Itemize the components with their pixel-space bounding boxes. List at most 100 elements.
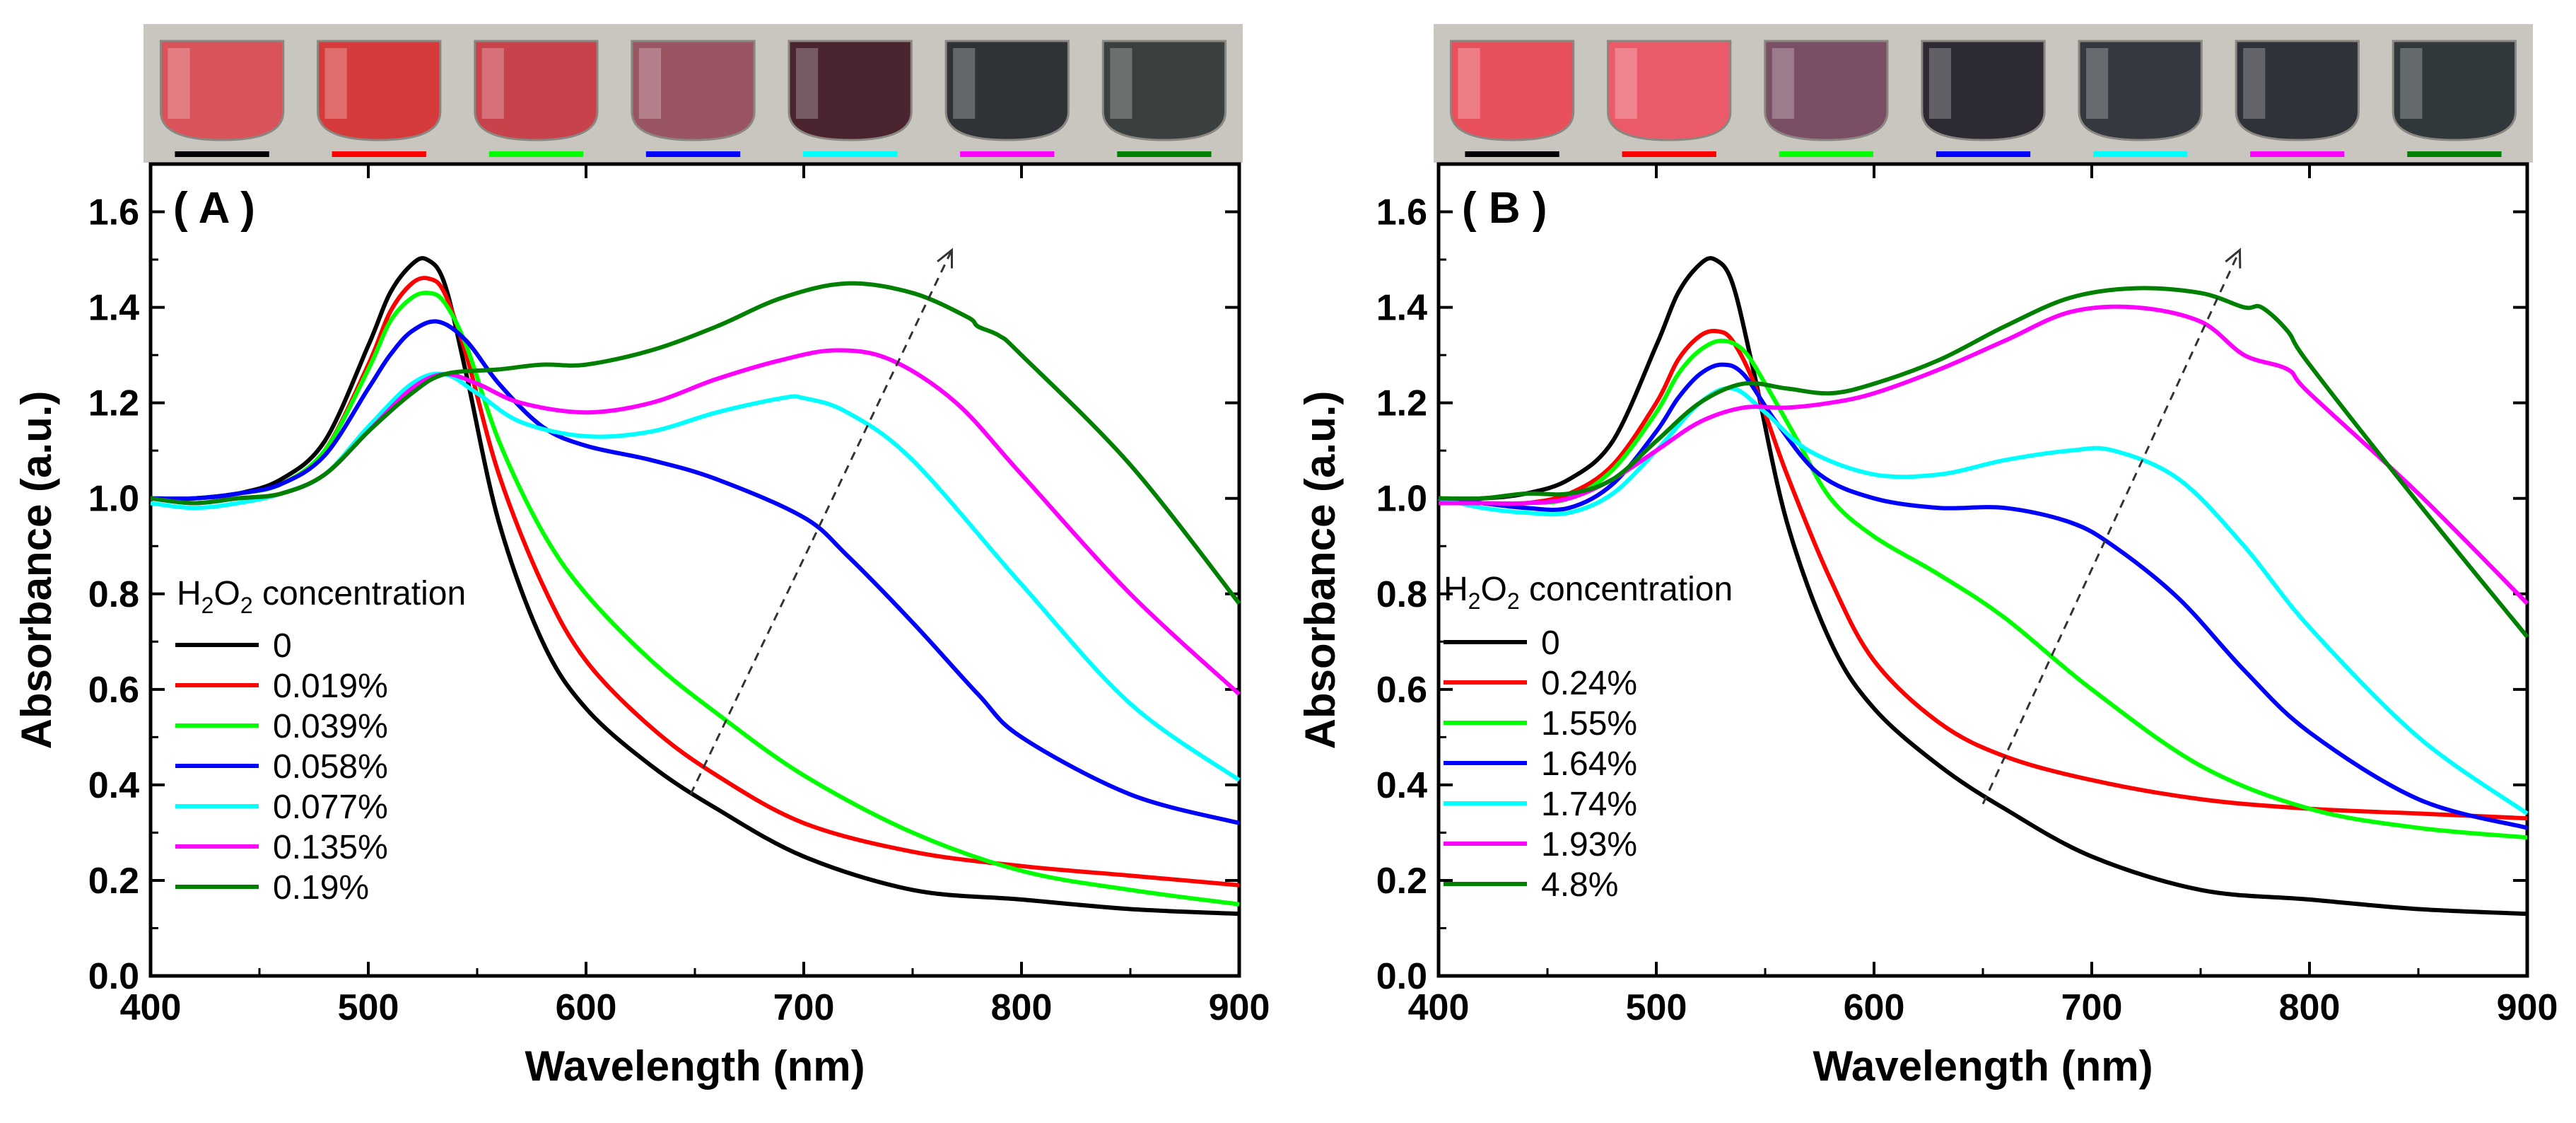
vial-highlight — [796, 48, 819, 119]
y-tick-label: 0.8 — [88, 574, 139, 615]
vial — [2078, 40, 2203, 141]
legend-label: 0.039% — [273, 708, 388, 745]
x-tick-label: 900 — [2497, 987, 2558, 1028]
series-line — [150, 256, 1240, 917]
x-tick-label: 800 — [2279, 987, 2341, 1028]
y-tick-label: 1.4 — [1376, 288, 1427, 329]
series-line — [1438, 362, 2528, 830]
vial-strip-a — [144, 24, 1243, 163]
ticks-a: 400 500 600 700 800 900 0.0 0.2 0.4 0.6 0.8 1.0 1.2 1… — [88, 163, 1270, 1028]
legend-label: 1.74% — [1541, 786, 1637, 823]
series-lines-a — [150, 256, 1241, 917]
vial — [631, 40, 756, 141]
vial-highlight — [1615, 48, 1637, 119]
vial-highlight — [638, 48, 662, 119]
legend-label: 1.55% — [1541, 705, 1637, 743]
y-tick-label: 0.4 — [88, 765, 139, 806]
series-line — [1438, 286, 2529, 639]
series-line — [150, 319, 1240, 825]
vial — [2235, 40, 2360, 141]
vial — [2391, 40, 2517, 141]
legend-label: 0 — [1541, 624, 1560, 662]
y-tick-label: 0.0 — [88, 956, 139, 997]
y-tick-label: 1.6 — [88, 192, 139, 233]
vial-highlight — [1458, 48, 1480, 119]
x-tick-label: 700 — [773, 987, 835, 1028]
y-tick-label: 0.4 — [1376, 765, 1427, 806]
x-tick-label: 900 — [1209, 987, 1270, 1028]
vial-highlight — [2086, 48, 2109, 119]
y-tick-label: 1.4 — [88, 288, 139, 329]
x-tick-label: 500 — [1626, 987, 1687, 1028]
y-tick-label: 0.0 — [1376, 956, 1427, 997]
panel-label-a: ( A ) — [173, 184, 255, 233]
vial — [1449, 40, 1575, 141]
x-tick-label: 400 — [1408, 987, 1470, 1028]
legend-title-a: H2O2 concentration — [177, 575, 466, 618]
panel-a: 400 500 600 700 800 900 0.0 0.2 0.4 0.6 0.8 1.0 1.2 1… — [13, 24, 1270, 1090]
legend-label: 0.019% — [273, 668, 388, 705]
x-tick-label: 800 — [991, 987, 1053, 1028]
vial — [159, 40, 285, 141]
panel-b: 400 500 600 700 800 900 0.0 0.2 0.4 0.6 0.8 1.0 1.2 1… — [1296, 24, 2558, 1090]
legend-label: 0 — [273, 627, 292, 665]
vial — [944, 40, 1070, 141]
vial — [1607, 40, 1732, 141]
vial-highlight — [1110, 48, 1132, 119]
series-line — [1438, 386, 2529, 815]
legend-b: 00.24%1.55%1.64%1.74%1.93%4.8% — [1444, 624, 1637, 904]
y-tick-label: 0.6 — [88, 670, 139, 711]
x-tick-label: 600 — [556, 987, 617, 1028]
x-axis-title-b: Wavelength (nm) — [1813, 1042, 2153, 1090]
y-tick-label: 0.6 — [1376, 670, 1427, 711]
vial-highlight — [1928, 48, 1952, 119]
vial — [474, 40, 599, 141]
vial-strip-b — [1434, 24, 2533, 163]
trend-arrow-a — [689, 249, 953, 796]
x-axis-title-a: Wavelength (nm) — [525, 1042, 865, 1090]
x-tick-label: 600 — [1844, 987, 1905, 1028]
legend-label: 1.93% — [1541, 826, 1637, 863]
vial-highlight — [1772, 48, 1794, 119]
legend-a: 00.019%0.039%0.058%0.077%0.135%0.19% — [175, 627, 388, 907]
vial — [317, 40, 442, 141]
x-tick-label: 700 — [2061, 987, 2123, 1028]
series-line — [150, 290, 1240, 907]
y-tick-label: 1.2 — [1376, 383, 1427, 424]
vial-highlight — [324, 48, 347, 119]
y-tick-label: 0.8 — [1376, 574, 1427, 615]
vial-highlight — [481, 48, 504, 119]
legend-title-b: H2O2 concentration — [1444, 571, 1733, 614]
series-line — [150, 281, 1241, 605]
series-line — [1438, 328, 2528, 821]
vial — [1101, 40, 1227, 141]
legend-label: 0.058% — [273, 748, 388, 786]
vial-highlight — [168, 48, 190, 119]
legend-label: 1.64% — [1541, 745, 1637, 783]
series-lines-b — [1438, 256, 2529, 917]
y-tick-label: 1.2 — [88, 383, 139, 424]
y-tick-label: 1.6 — [1376, 192, 1427, 233]
series-line — [150, 348, 1241, 696]
legend-label: 0.135% — [273, 829, 388, 866]
y-tick-label: 0.2 — [88, 861, 139, 902]
x-tick-label: 400 — [120, 987, 182, 1028]
vial-highlight — [953, 48, 976, 119]
x-tick-label: 500 — [338, 987, 399, 1028]
vial — [1921, 40, 2046, 141]
vial-highlight — [2243, 48, 2266, 119]
trend-arrow-b — [1981, 249, 2241, 805]
vial — [788, 40, 913, 141]
vial — [1764, 40, 1889, 141]
y-tick-label: 1.0 — [1376, 479, 1427, 520]
ticks-b: 400 500 600 700 800 900 0.0 0.2 0.4 0.6 0.8 1.0 1.2 1… — [1376, 163, 2558, 1028]
y-axis-title-b: Absorbance (a.u.) — [1296, 391, 1344, 750]
legend-label: 0.077% — [273, 789, 388, 826]
series-line — [1438, 256, 2528, 917]
trend-arrow-head-a — [937, 248, 954, 269]
panel-label-b: ( B ) — [1462, 184, 1547, 233]
y-axis-title-a: Absorbance (a.u.) — [13, 391, 60, 750]
trend-arrow-head-b — [2225, 248, 2242, 269]
legend-label: 4.8% — [1541, 866, 1618, 904]
